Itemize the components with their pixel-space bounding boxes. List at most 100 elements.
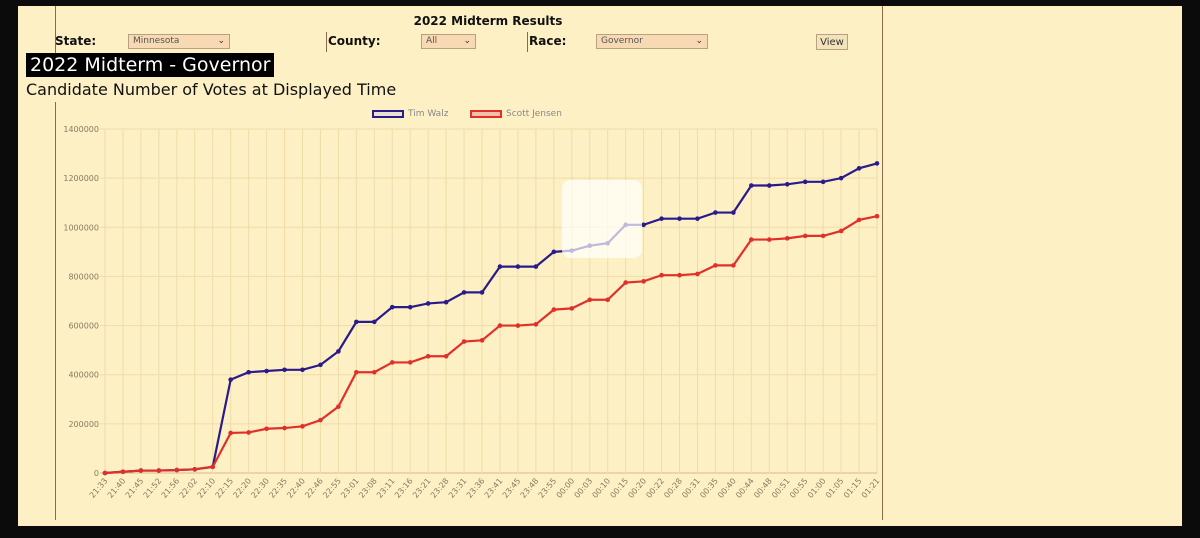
data-point bbox=[605, 297, 610, 303]
data-point bbox=[659, 272, 664, 278]
data-point bbox=[479, 290, 485, 295]
x-tick-label: 21:33 bbox=[88, 477, 110, 500]
x-tick-label: 23:01 bbox=[339, 477, 361, 500]
legend-swatch bbox=[372, 110, 404, 118]
x-tick-label: 22:55 bbox=[321, 477, 343, 500]
data-point bbox=[695, 216, 700, 221]
x-tick-label: 21:56 bbox=[160, 477, 182, 500]
x-tick-label: 01:00 bbox=[806, 477, 828, 500]
x-tick-label: 00:51 bbox=[770, 477, 792, 500]
data-point bbox=[766, 237, 772, 242]
data-point bbox=[533, 264, 539, 269]
data-point bbox=[515, 264, 521, 269]
chevron-down-icon: ⌄ bbox=[463, 36, 471, 46]
x-tick-label: 00:00 bbox=[555, 477, 577, 500]
data-point bbox=[695, 271, 700, 277]
y-tick-label: 400000 bbox=[68, 371, 99, 380]
data-point bbox=[246, 369, 251, 375]
x-tick-label: 22:40 bbox=[285, 477, 307, 500]
x-tick-label: 23:28 bbox=[429, 477, 451, 500]
data-point bbox=[497, 323, 503, 328]
data-point bbox=[749, 237, 754, 242]
data-point bbox=[425, 353, 431, 359]
data-point bbox=[659, 216, 664, 221]
x-tick-label: 00:22 bbox=[644, 477, 666, 500]
data-point bbox=[551, 307, 557, 312]
data-point bbox=[336, 349, 341, 354]
y-tick-label: 200000 bbox=[68, 420, 99, 429]
legend-label: Tim Walz bbox=[408, 109, 449, 119]
x-tick-label: 00:35 bbox=[698, 477, 720, 500]
x-tick-label: 22:35 bbox=[267, 477, 289, 500]
data-point bbox=[551, 249, 557, 255]
data-point bbox=[677, 272, 682, 278]
data-point bbox=[784, 236, 790, 241]
data-point bbox=[228, 377, 233, 382]
data-point bbox=[749, 183, 754, 188]
state-select[interactable]: Minnesota ⌄ bbox=[128, 34, 230, 49]
x-tick-label: 23:45 bbox=[501, 477, 523, 500]
x-tick-label: 00:44 bbox=[734, 477, 756, 500]
x-tick-label: 21:40 bbox=[106, 477, 128, 500]
data-point bbox=[515, 323, 521, 328]
data-point bbox=[677, 216, 682, 221]
data-point bbox=[443, 353, 449, 359]
data-point bbox=[802, 233, 808, 239]
data-point bbox=[372, 369, 377, 375]
data-point bbox=[354, 319, 359, 325]
data-point bbox=[264, 368, 269, 374]
view-button[interactable]: View bbox=[816, 34, 848, 50]
legend-item-walz[interactable]: Tim Walz bbox=[372, 109, 448, 119]
data-point bbox=[569, 306, 575, 311]
data-point bbox=[407, 360, 413, 365]
divider bbox=[882, 6, 883, 520]
data-point bbox=[300, 424, 305, 429]
legend-label: Scott Jensen bbox=[506, 109, 562, 119]
hover-highlight bbox=[562, 180, 642, 258]
data-point bbox=[479, 338, 485, 343]
county-select[interactable]: All ⌄ bbox=[421, 34, 476, 49]
data-point bbox=[641, 279, 646, 284]
race-select[interactable]: Governor ⌄ bbox=[596, 34, 708, 49]
legend-item-jensen[interactable]: Scott Jensen bbox=[470, 109, 562, 119]
app-screen: 2022 Midterm Results State: Minnesota ⌄ C… bbox=[18, 6, 1182, 526]
data-point bbox=[407, 304, 413, 310]
x-tick-label: 21:45 bbox=[124, 477, 146, 500]
data-point bbox=[120, 469, 126, 475]
x-tick-label: 22:15 bbox=[213, 477, 235, 500]
data-point bbox=[282, 425, 287, 431]
x-tick-label: 00:15 bbox=[608, 477, 630, 500]
data-point bbox=[802, 179, 808, 185]
data-point bbox=[497, 264, 503, 269]
chevron-down-icon: ⌄ bbox=[217, 36, 225, 46]
x-tick-label: 00:48 bbox=[752, 477, 774, 500]
data-point bbox=[228, 430, 233, 436]
y-tick-label: 1200000 bbox=[63, 174, 99, 183]
data-point bbox=[192, 467, 198, 472]
y-tick-label: 1000000 bbox=[63, 223, 99, 232]
x-tick-label: 23:11 bbox=[375, 477, 397, 500]
data-point bbox=[731, 263, 736, 268]
y-tick-label: 0 bbox=[94, 469, 99, 478]
x-tick-label: 00:10 bbox=[591, 477, 613, 500]
state-value: Minnesota bbox=[133, 36, 180, 46]
x-tick-label: 00:20 bbox=[626, 477, 648, 500]
data-point bbox=[138, 468, 144, 473]
series-line-walz bbox=[104, 162, 878, 475]
data-point bbox=[156, 468, 162, 473]
data-point bbox=[461, 339, 467, 344]
race-label: Race: bbox=[529, 34, 567, 48]
legend-swatch bbox=[470, 110, 502, 118]
data-point bbox=[102, 470, 108, 476]
divider bbox=[55, 6, 56, 58]
y-tick-label: 1400000 bbox=[63, 125, 99, 134]
data-point bbox=[318, 417, 323, 423]
x-tick-label: 23:21 bbox=[411, 477, 433, 500]
data-point bbox=[820, 233, 826, 239]
x-tick-label: 00:31 bbox=[680, 477, 702, 500]
county-label: County: bbox=[328, 34, 381, 48]
x-tick-label: 22:10 bbox=[196, 477, 218, 500]
x-tick-label: 23:08 bbox=[357, 477, 379, 500]
data-point bbox=[838, 175, 844, 181]
x-tick-label: 22:20 bbox=[231, 477, 253, 500]
